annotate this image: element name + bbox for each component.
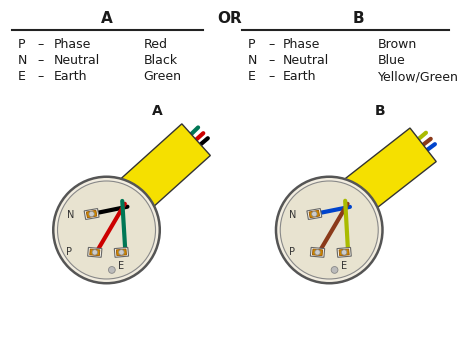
Text: Red: Red xyxy=(143,37,167,51)
Text: N: N xyxy=(289,210,297,220)
Circle shape xyxy=(118,250,124,255)
Text: –: – xyxy=(37,70,44,84)
Text: Green: Green xyxy=(143,70,182,84)
Circle shape xyxy=(341,250,347,255)
Text: –: – xyxy=(268,70,274,84)
Circle shape xyxy=(315,250,320,255)
Polygon shape xyxy=(110,124,210,220)
Text: –: – xyxy=(37,54,44,67)
Text: Blue: Blue xyxy=(378,54,405,67)
Text: A: A xyxy=(100,11,112,26)
Text: E: E xyxy=(341,261,347,271)
Circle shape xyxy=(331,267,338,273)
Text: B: B xyxy=(353,11,364,26)
Text: P: P xyxy=(289,247,295,257)
Polygon shape xyxy=(307,209,322,219)
Text: B: B xyxy=(374,104,385,118)
Polygon shape xyxy=(310,247,325,257)
Circle shape xyxy=(280,181,378,279)
Polygon shape xyxy=(337,247,351,257)
Polygon shape xyxy=(114,247,128,257)
Polygon shape xyxy=(88,247,102,257)
Text: N: N xyxy=(67,210,74,220)
Polygon shape xyxy=(116,249,127,256)
Text: Brown: Brown xyxy=(378,37,417,51)
Circle shape xyxy=(89,211,94,217)
Circle shape xyxy=(92,250,98,255)
Polygon shape xyxy=(339,249,349,256)
Text: –: – xyxy=(268,37,274,51)
Polygon shape xyxy=(90,249,100,256)
Polygon shape xyxy=(84,209,99,219)
Text: P: P xyxy=(66,247,72,257)
Polygon shape xyxy=(86,210,97,218)
Text: P: P xyxy=(248,37,255,51)
Text: Earth: Earth xyxy=(53,70,87,84)
Text: Black: Black xyxy=(143,54,177,67)
Text: Neutral: Neutral xyxy=(53,54,100,67)
Text: E: E xyxy=(248,70,256,84)
Text: Phase: Phase xyxy=(53,37,91,51)
Circle shape xyxy=(276,177,383,283)
Text: P: P xyxy=(18,37,25,51)
Circle shape xyxy=(57,181,155,279)
Polygon shape xyxy=(335,128,436,221)
Text: E: E xyxy=(18,70,25,84)
Text: N: N xyxy=(18,54,27,67)
Text: Phase: Phase xyxy=(283,37,320,51)
Text: –: – xyxy=(37,37,44,51)
Text: A: A xyxy=(152,104,162,118)
Polygon shape xyxy=(312,249,323,256)
Text: –: – xyxy=(268,54,274,67)
Text: Earth: Earth xyxy=(283,70,316,84)
Text: Yellow/Green: Yellow/Green xyxy=(378,70,458,84)
Text: OR: OR xyxy=(217,11,242,26)
Text: E: E xyxy=(118,261,125,271)
Polygon shape xyxy=(309,210,319,218)
Circle shape xyxy=(311,211,317,217)
Text: Neutral: Neutral xyxy=(283,54,329,67)
Circle shape xyxy=(53,177,160,283)
Text: N: N xyxy=(248,54,257,67)
Circle shape xyxy=(109,267,115,273)
